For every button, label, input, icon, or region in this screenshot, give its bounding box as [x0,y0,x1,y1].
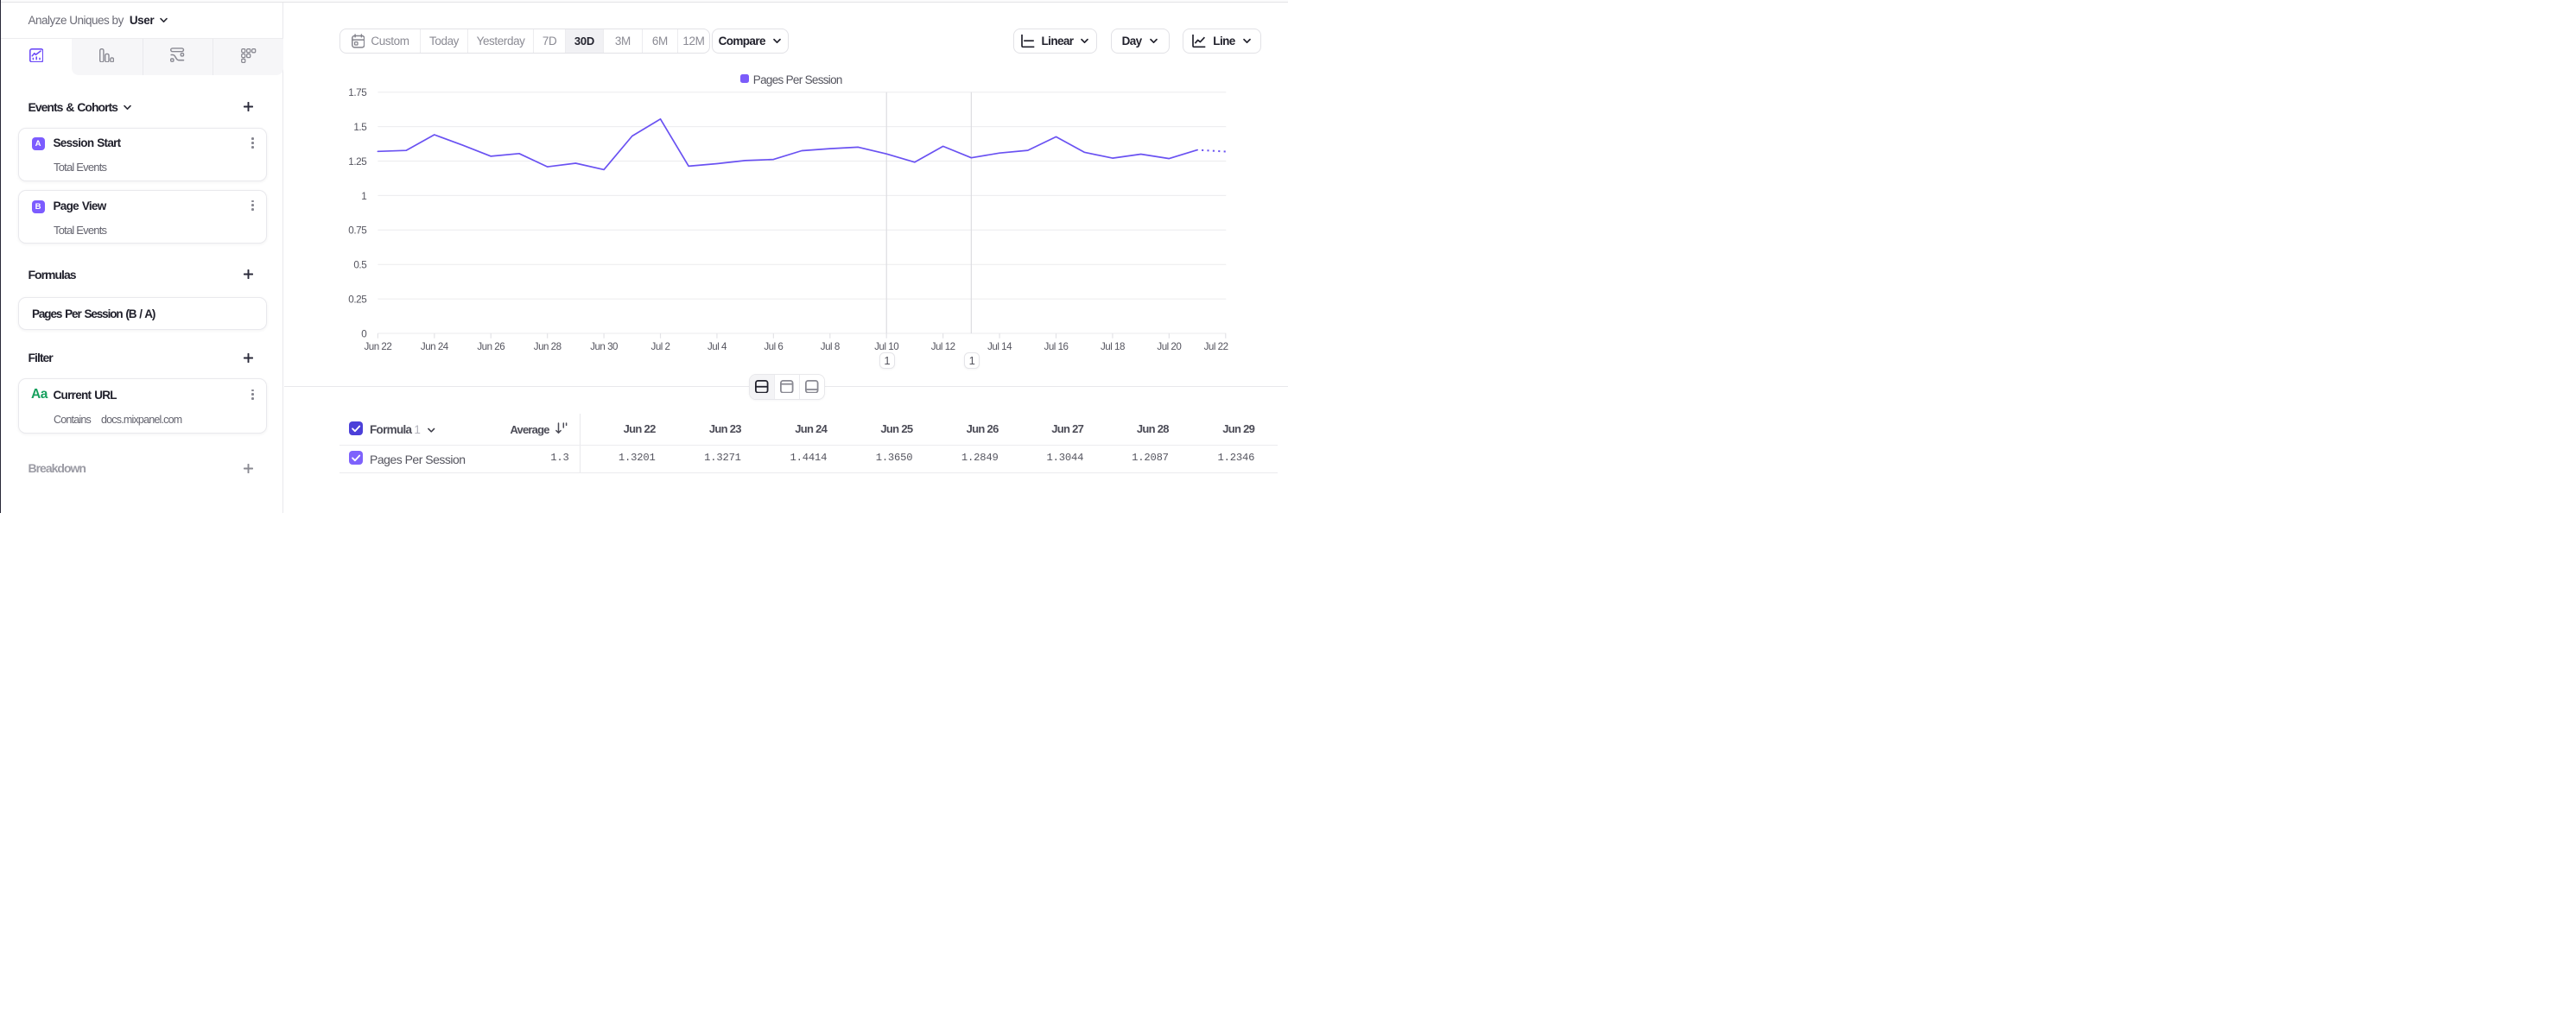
svg-text:0.5: 0.5 [353,260,367,271]
svg-text:1: 1 [361,191,366,202]
svg-text:0.75: 0.75 [348,225,367,237]
svg-text:0.25: 0.25 [348,294,367,306]
svg-text:1.75: 1.75 [348,87,367,98]
svg-text:0: 0 [361,328,367,339]
svg-text:1.5: 1.5 [353,122,367,133]
svg-text:1.25: 1.25 [348,156,367,168]
